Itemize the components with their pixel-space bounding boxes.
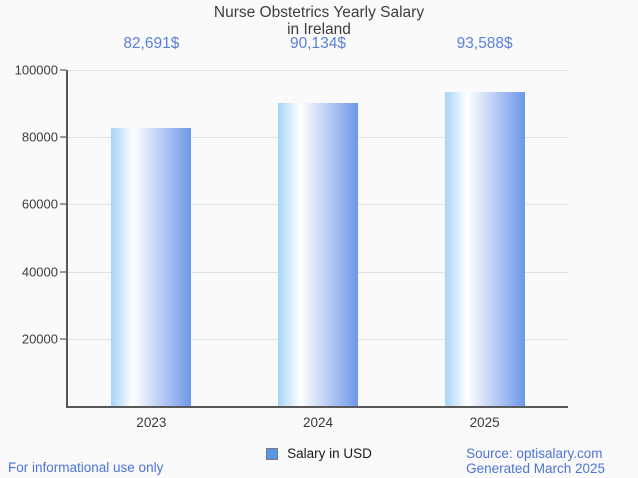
x-axis-label: 2024 [302, 415, 334, 430]
y-axis-tick [60, 136, 66, 139]
source-block: Source: optisalary.com Generated March 2… [466, 446, 605, 476]
y-axis-tick [60, 337, 66, 340]
chart-title-line1: Nurse Obstetrics Yearly Salary [213, 4, 425, 21]
chart-title: Nurse Obstetrics Yearly Salary in Irelan… [0, 4, 638, 38]
legend: Salary in USD [0, 446, 638, 461]
gridline [68, 70, 568, 71]
x-axis-label: 2023 [136, 415, 167, 430]
disclaimer-text: For informational use only [8, 460, 164, 475]
y-axis-tick [60, 69, 66, 71]
salary-bar [278, 103, 358, 406]
y-axis-tick [60, 203, 66, 206]
salary-bar [111, 128, 192, 406]
legend-swatch-icon [266, 447, 279, 460]
legend-label: Salary in USD [287, 446, 372, 461]
generated-text: Generated March 2025 [466, 461, 605, 476]
y-axis-label: 20000 [21, 331, 58, 347]
y-axis-label: 100000 [14, 62, 58, 78]
y-axis-label: 60000 [21, 196, 58, 212]
x-axis-label: 2025 [469, 415, 500, 430]
y-axis-label: 40000 [21, 264, 58, 280]
y-axis-label: 80000 [21, 129, 58, 145]
source-text: Source: optisalary.com [466, 446, 603, 461]
chart-title-line2: in Ireland [287, 21, 351, 38]
plot-area: 20000 40000 60000 80000 100000 82,691$ 2023 90,… [15, 35, 568, 430]
salary-bar [444, 91, 525, 406]
bar-value-label: 93,588$ [456, 35, 513, 52]
y-axis-tick [60, 270, 66, 273]
bar-value-label: 82,691$ [123, 35, 180, 52]
bar-value-label: 90,134$ [289, 35, 347, 52]
